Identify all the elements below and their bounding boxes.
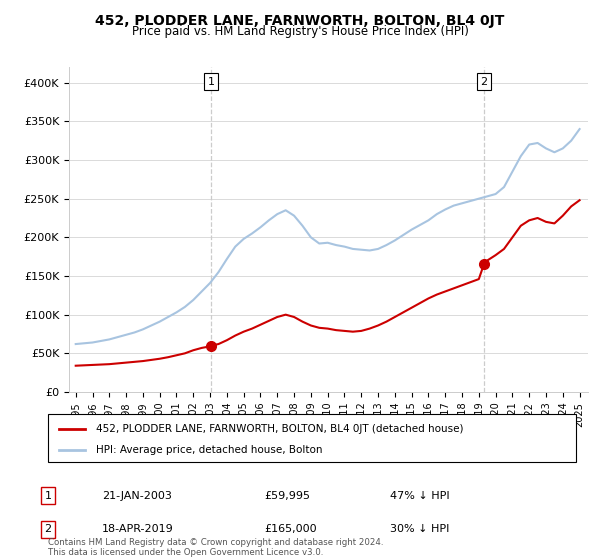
Text: £165,000: £165,000 [264,524,317,534]
Text: 452, PLODDER LANE, FARNWORTH, BOLTON, BL4 0JT (detached house): 452, PLODDER LANE, FARNWORTH, BOLTON, BL… [95,424,463,433]
Text: 1: 1 [208,77,214,87]
Text: HPI: Average price, detached house, Bolton: HPI: Average price, detached house, Bolt… [95,445,322,455]
Text: £59,995: £59,995 [264,491,310,501]
Text: 2: 2 [44,524,52,534]
Text: 1: 1 [44,491,52,501]
Text: 452, PLODDER LANE, FARNWORTH, BOLTON, BL4 0JT: 452, PLODDER LANE, FARNWORTH, BOLTON, BL… [95,14,505,28]
Text: 21-JAN-2003: 21-JAN-2003 [102,491,172,501]
Text: Price paid vs. HM Land Registry's House Price Index (HPI): Price paid vs. HM Land Registry's House … [131,25,469,38]
Text: 2: 2 [481,77,487,87]
Text: 47% ↓ HPI: 47% ↓ HPI [390,491,449,501]
FancyBboxPatch shape [48,414,576,462]
Text: Contains HM Land Registry data © Crown copyright and database right 2024.
This d: Contains HM Land Registry data © Crown c… [48,538,383,557]
Text: 30% ↓ HPI: 30% ↓ HPI [390,524,449,534]
Text: 18-APR-2019: 18-APR-2019 [102,524,174,534]
